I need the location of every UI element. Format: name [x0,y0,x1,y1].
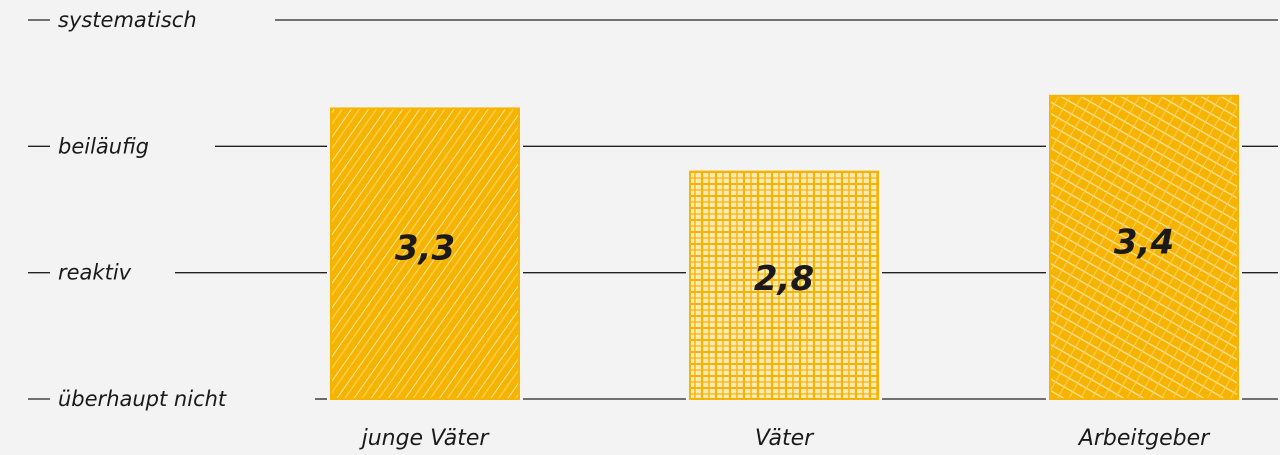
bar-value-label: 3,3 [395,229,455,269]
bar [689,170,879,400]
bar-value-label: 3,4 [1114,222,1174,262]
y-level-label: beiläufig [58,134,149,158]
y-level-label: überhaupt nicht [58,387,227,411]
x-category-label: Arbeitgeber [1077,426,1211,451]
label-layer: überhaupt nicht reaktiv beiläufig systemati… [58,8,1211,451]
grid-layer [28,19,1278,400]
y-level-label: reaktiv [58,261,132,285]
bar-value-label: 2,8 [754,259,814,299]
y-level-label: systematisch [58,8,197,32]
bar [330,107,520,401]
bar-layer [330,94,1239,401]
bar [1049,94,1239,401]
x-category-label: Väter [755,426,815,451]
x-category-label: junge Väter [359,426,491,451]
